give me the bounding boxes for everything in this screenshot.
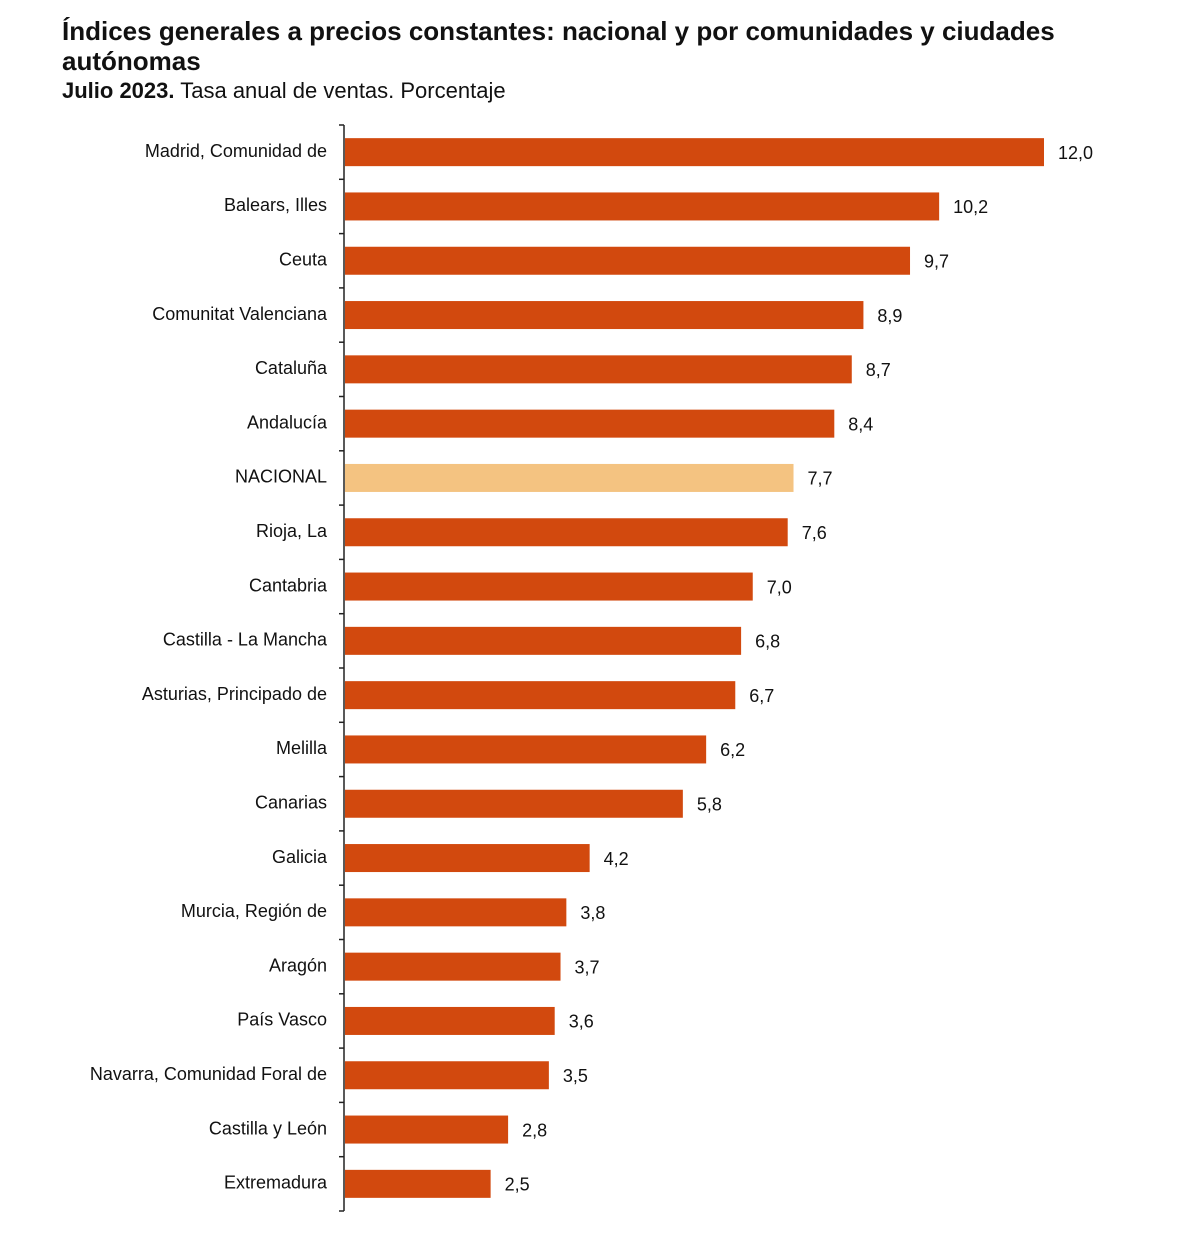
value-label: 6,2 bbox=[720, 740, 745, 760]
category-label: Murcia, Región de bbox=[181, 901, 327, 921]
bar bbox=[345, 355, 852, 384]
bar bbox=[345, 1115, 509, 1144]
value-label: 4,2 bbox=[604, 849, 629, 869]
category-label: NACIONAL bbox=[235, 467, 327, 487]
bar bbox=[345, 572, 753, 601]
value-label: 6,7 bbox=[749, 686, 774, 706]
category-label: Melilla bbox=[276, 738, 328, 758]
bar bbox=[345, 192, 940, 221]
category-label: Extremadura bbox=[224, 1173, 328, 1193]
category-label: Castilla - La Mancha bbox=[163, 630, 328, 650]
value-label: 6,8 bbox=[755, 632, 780, 652]
value-label: 5,8 bbox=[697, 795, 722, 815]
category-label: Cantabria bbox=[249, 575, 328, 595]
bar bbox=[345, 844, 590, 873]
value-label: 12,0 bbox=[1058, 143, 1093, 163]
value-label: 3,5 bbox=[563, 1066, 588, 1086]
category-label: Navarra, Comunidad Foral de bbox=[90, 1064, 327, 1084]
value-label: 7,6 bbox=[802, 523, 827, 543]
subtitle-line: Julio 2023. Tasa anual de ventas. Porcen… bbox=[62, 78, 1142, 104]
value-label: 8,7 bbox=[866, 360, 891, 380]
value-label: 3,7 bbox=[575, 957, 600, 977]
category-label: Cataluña bbox=[255, 358, 328, 378]
category-label: Canarias bbox=[255, 793, 327, 813]
bar bbox=[345, 301, 864, 330]
category-label: Castilla y León bbox=[209, 1118, 327, 1138]
bar bbox=[345, 409, 835, 438]
category-label: Andalucía bbox=[247, 412, 328, 432]
value-label: 8,4 bbox=[848, 414, 873, 434]
subtitle: Tasa anual de ventas. Porcentaje bbox=[180, 78, 506, 103]
category-label: País Vasco bbox=[237, 1010, 327, 1030]
value-label: 7,7 bbox=[808, 469, 833, 489]
bar bbox=[345, 952, 561, 981]
category-label: Asturias, Principado de bbox=[142, 684, 327, 704]
category-label: Balears, Illes bbox=[224, 195, 327, 215]
bar bbox=[345, 518, 788, 547]
chart-title: Índices generales a precios constantes: … bbox=[62, 16, 1055, 76]
bar bbox=[345, 898, 567, 927]
bar bbox=[345, 735, 707, 764]
value-label: 3,6 bbox=[569, 1012, 594, 1032]
bar bbox=[345, 1169, 491, 1198]
value-label: 2,8 bbox=[522, 1120, 547, 1140]
bar bbox=[345, 626, 742, 655]
value-label: 7,0 bbox=[767, 577, 792, 597]
value-label: 8,9 bbox=[877, 306, 902, 326]
category-label: Galicia bbox=[272, 847, 328, 867]
category-label: Aragón bbox=[269, 955, 327, 975]
bar bbox=[345, 1006, 555, 1035]
header: Índices generales a precios constantes: … bbox=[62, 16, 1142, 104]
subtitle-bold: Julio 2023. bbox=[62, 78, 175, 103]
value-label: 3,8 bbox=[580, 903, 605, 923]
value-label: 2,5 bbox=[505, 1175, 530, 1195]
value-label: 9,7 bbox=[924, 252, 949, 272]
value-label: 10,2 bbox=[953, 197, 988, 217]
bar bbox=[345, 246, 911, 275]
category-label: Comunitat Valenciana bbox=[152, 304, 328, 324]
bar bbox=[345, 789, 683, 818]
category-label: Ceuta bbox=[279, 250, 328, 270]
bar bbox=[345, 463, 794, 492]
bar bbox=[345, 681, 736, 710]
bar bbox=[345, 1061, 549, 1090]
category-label: Madrid, Comunidad de bbox=[145, 141, 327, 161]
category-label: Rioja, La bbox=[256, 521, 328, 541]
bar bbox=[345, 138, 1044, 167]
